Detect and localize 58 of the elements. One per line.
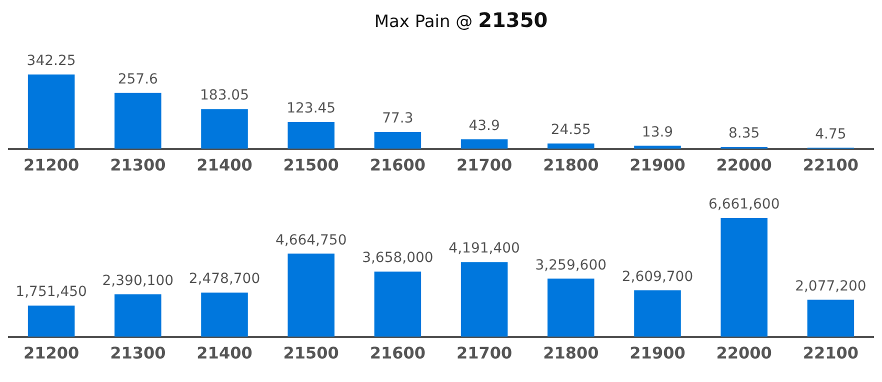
data-label: 2,478,700 [188,271,260,288]
bar [28,306,75,337]
x-tick-label: 22100 [802,156,859,175]
bar [460,262,508,337]
data-label: 6,661,600 [708,196,780,213]
x-tick-label: 21600 [370,156,426,175]
x-tick-label: 21500 [283,344,339,363]
bar [548,143,594,149]
data-label: 4,191,400 [448,240,520,257]
bar [460,139,508,149]
data-label: 183.05 [200,88,249,104]
bar [288,254,334,337]
x-tick-label: 21600 [370,344,426,363]
bar [634,290,681,337]
bar [114,294,162,337]
chart-title: Max Pain @ 21350 [374,8,548,32]
data-label: 8.35 [728,126,760,142]
x-tick-label: 22000 [716,344,772,363]
bar [374,272,422,337]
data-label: 123.45 [286,100,336,117]
x-tick-label: 21700 [456,344,512,363]
data-label: 4,664,750 [275,232,347,248]
bar [374,132,422,149]
data-label: 1,751,450 [16,284,87,300]
bar [28,74,75,149]
x-tick-label: 21800 [543,344,599,363]
data-label: 77.3 [382,110,414,127]
x-tick-label: 21400 [196,344,252,363]
x-tick-label: 21900 [630,344,686,363]
x-tick-label: 21800 [543,156,599,175]
data-label: 342.25 [26,53,76,70]
data-label: 13.9 [642,124,674,140]
x-tick-label: 21700 [456,156,512,175]
x-tick-label: 21200 [23,156,80,175]
data-label: 2,077,200 [795,278,866,294]
bar [114,92,162,149]
x-tick-label: 21300 [110,344,166,363]
x-tick-label: 21900 [630,156,686,175]
data-label: 2,390,100 [102,272,174,289]
x-tick-label: 22000 [716,156,772,175]
bar [288,122,334,149]
bar [807,300,854,337]
bar [548,278,594,337]
x-tick-label: 22100 [802,344,859,363]
data-label: 3,259,600 [535,257,607,274]
data-label: 3,658,000 [362,250,434,266]
x-tick-label: 21200 [23,344,80,363]
data-label: 257.6 [118,72,158,88]
data-label: 2,609,700 [622,268,694,285]
x-tick-label: 21500 [283,156,339,175]
bar [720,218,768,337]
data-label: 43.9 [468,118,500,134]
data-label: 4.75 [815,126,846,142]
data-label: 24.55 [550,122,591,138]
x-tick-label: 21300 [110,156,166,175]
bar [201,292,248,337]
bar [201,109,248,149]
x-tick-label: 21400 [196,156,252,175]
